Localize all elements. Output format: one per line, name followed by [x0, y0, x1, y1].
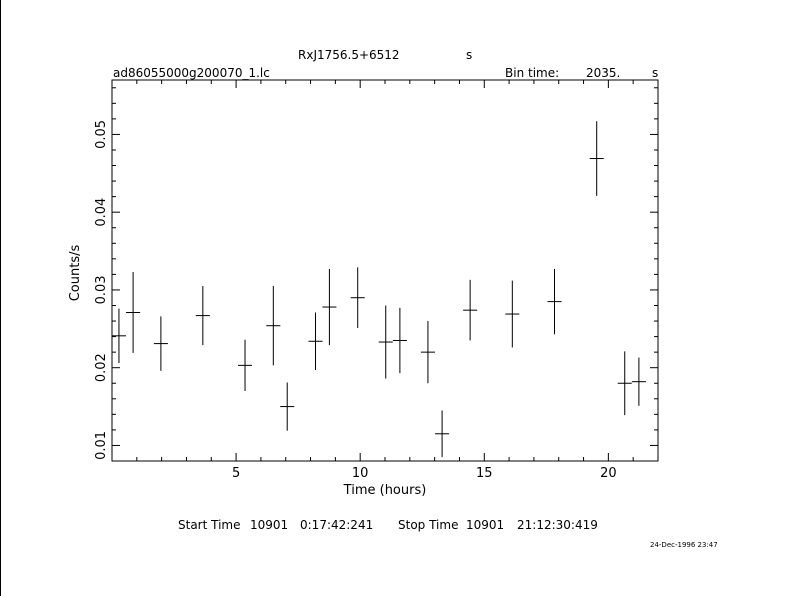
data-point: [126, 272, 141, 353]
start-time-value: 0:17:42:241: [300, 518, 373, 532]
x-tick-label: 5: [232, 466, 240, 481]
start-time-label: Start Time: [178, 518, 241, 532]
y-axis-label: Counts/s: [68, 245, 83, 302]
data-point: [547, 268, 562, 335]
y-tick-label: 0.05: [94, 120, 109, 149]
data-point: [631, 357, 646, 406]
y-tick-label: 0.04: [94, 198, 109, 227]
stop-time-value: 21:12:30:419: [517, 518, 598, 532]
data-point: [589, 121, 604, 196]
data-point: [350, 267, 365, 329]
data-point: [153, 316, 168, 371]
x-tick-label: 10: [352, 466, 369, 481]
stop-time-day: 10901: [466, 518, 504, 532]
start-time-day: 10901: [250, 518, 288, 532]
data-marks: [111, 121, 646, 458]
data-point: [420, 321, 435, 384]
data-point: [435, 410, 450, 458]
plot-timestamp: 24-Dec-1996 23:47: [650, 541, 718, 549]
data-point: [308, 312, 323, 371]
plot-frame: [111, 79, 659, 462]
data-point: [378, 305, 393, 379]
bin-time-label: Bin time:: [505, 66, 559, 80]
y-tick-label: 0.03: [94, 275, 109, 304]
bin-time-value: 2035.: [586, 66, 620, 80]
y-tick-label: 0.02: [94, 353, 109, 382]
data-point: [463, 279, 478, 341]
data-point: [322, 268, 337, 346]
axes: 5 10 15 20 0.01 0.02 0.03 0.04 0.05: [94, 80, 659, 481]
data-point: [280, 382, 295, 431]
title-unit: s: [466, 48, 472, 62]
data-point: [238, 339, 253, 392]
data-point: [505, 280, 520, 348]
data-point: [111, 308, 126, 364]
y-tick-label: 0.01: [94, 431, 109, 460]
chart-title: RxJ1756.5+6512: [298, 48, 400, 62]
stop-time-label: Stop Time: [398, 518, 458, 532]
data-point: [266, 286, 281, 366]
filename-label: ad86055000g200070_1.lc: [113, 66, 270, 80]
x-tick-label: 15: [476, 466, 493, 481]
data-point: [392, 307, 407, 374]
x-axis-label: Time (hours): [343, 483, 427, 498]
data-point: [617, 351, 632, 416]
x-tick-label: 20: [600, 466, 617, 481]
data-point: [195, 286, 210, 346]
bin-time-unit: s: [652, 66, 658, 80]
